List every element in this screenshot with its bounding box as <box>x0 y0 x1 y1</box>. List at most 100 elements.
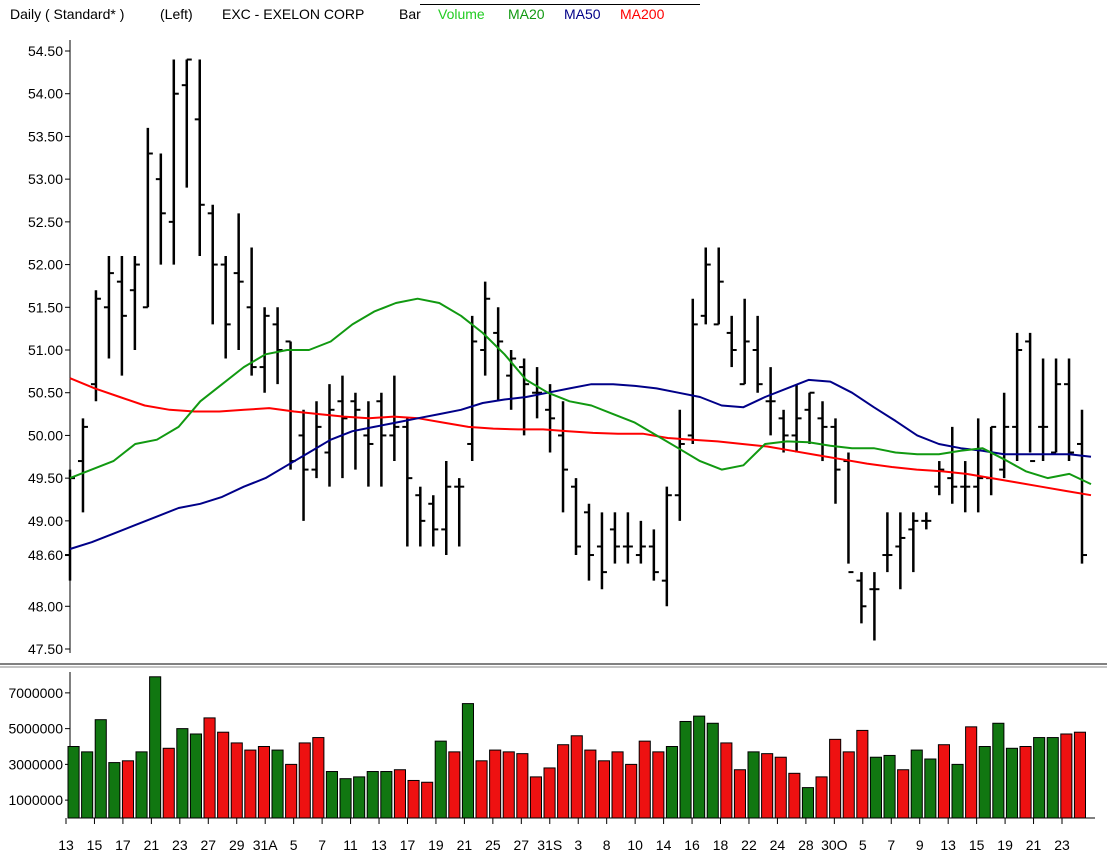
interval-label: Daily ( Standard* ) <box>10 6 125 22</box>
volume-bar <box>869 756 883 819</box>
date-tick-label: 13 <box>58 837 74 853</box>
volume-bars <box>67 676 1087 819</box>
ohlc-bar <box>324 384 335 487</box>
ohlc-bar <box>635 520 646 564</box>
volume-bar <box>149 676 162 819</box>
volume-bar <box>325 771 338 819</box>
volume-bar <box>557 744 570 819</box>
date-tick-label: 23 <box>1054 837 1070 853</box>
volume-bar <box>244 749 257 819</box>
volume-bar <box>489 749 502 819</box>
price-tick-label: 50.00 <box>28 427 63 443</box>
price-axis: 54.50 54.00 53.50 53.00 52.50 52.00 51.50 51.00… <box>28 40 71 657</box>
ohlc-bar <box>687 298 698 444</box>
volume-bar <box>693 715 706 819</box>
volume-bar <box>1046 737 1059 819</box>
ohlc-bar <box>869 572 880 641</box>
ohlc-bar <box>454 478 465 547</box>
volume-bar <box>217 731 230 819</box>
date-tick-label: 30O <box>821 837 848 853</box>
volume-bar <box>271 749 284 819</box>
volume-bar <box>815 776 828 819</box>
volume-bar <box>1073 731 1087 819</box>
ohlc-bar <box>155 153 166 265</box>
volume-bar <box>67 746 80 819</box>
ohlc-bar <box>817 401 828 462</box>
date-tick-label: 24 <box>770 837 786 853</box>
date-tick-label: 8 <box>603 837 611 853</box>
price-tick-label: 50.50 <box>28 385 63 401</box>
ohlc-bar <box>596 512 607 590</box>
volume-bar <box>706 722 719 819</box>
ohlc-bar <box>103 256 114 359</box>
volume-bar <box>81 751 94 819</box>
ohlc-bar <box>856 572 867 624</box>
volume-bar <box>230 742 243 819</box>
price-tick-label: 51.00 <box>28 342 63 358</box>
price-tick-label: 48.00 <box>28 598 63 614</box>
volume-bar <box>801 787 815 819</box>
volume-bar <box>978 746 991 819</box>
volume-bar <box>625 763 638 819</box>
volume-bar <box>774 756 787 819</box>
price-tick-label: 53.50 <box>28 128 63 144</box>
legend-ma20: MA20 <box>508 6 545 22</box>
date-tick-label: 3 <box>574 837 582 853</box>
ohlc-bar <box>648 529 659 581</box>
ohlc-bar <box>1012 332 1023 462</box>
volume-bar <box>502 751 515 819</box>
volume-bar <box>529 776 543 819</box>
ohlc-bar <box>1064 358 1075 462</box>
ohlc-bar <box>700 247 711 325</box>
date-tick-label: 19 <box>428 837 444 853</box>
legend-ma50: MA50 <box>564 6 601 22</box>
ohlc-bar <box>752 315 763 393</box>
date-tick-label: 5 <box>859 837 867 853</box>
price-tick-label: 47.50 <box>28 641 63 657</box>
volume-bar <box>733 769 747 819</box>
volume-tick-label: 1000000 <box>8 792 63 808</box>
ma200-line <box>69 377 1092 497</box>
ohlc-bar <box>674 409 685 521</box>
ohlc-bar <box>376 392 387 487</box>
volume-bar <box>257 746 270 819</box>
volume-bar <box>720 742 733 819</box>
price-tick-label: 54.50 <box>28 43 63 59</box>
volume-bar <box>665 746 679 819</box>
ohlc-bar <box>1038 358 1049 462</box>
volume-bar <box>421 781 434 819</box>
volume-bar <box>570 735 583 819</box>
volume-bar <box>393 769 406 819</box>
moving-average-lines <box>69 297 1092 550</box>
date-tick-label: 7 <box>887 837 895 853</box>
ohlc-bar <box>583 503 594 581</box>
ohlc-bar <box>571 478 581 556</box>
ohlc-bar <box>882 512 893 573</box>
volume-bar <box>883 754 896 819</box>
date-tick-label: 15 <box>87 837 103 853</box>
ohlc-bar <box>986 425 997 496</box>
price-tick-label: 49.00 <box>28 513 63 529</box>
ma50-line <box>69 378 1092 550</box>
volume-bar <box>679 720 692 819</box>
volume-bar <box>1019 746 1032 819</box>
date-tick-label: 31S <box>537 837 562 853</box>
ohlc-bar <box>726 315 737 368</box>
date-tick-label: 27 <box>514 837 530 853</box>
volume-bar <box>339 778 352 819</box>
ohlc-bar <box>661 486 672 607</box>
ohlc-bar <box>558 401 569 513</box>
ohlc-bar <box>506 350 517 410</box>
volume-bar <box>788 772 801 819</box>
axis-side-label: (Left) <box>160 6 193 22</box>
ohlc-bar <box>363 401 374 487</box>
date-tick-label: 14 <box>656 837 672 853</box>
volume-tick-label: 5000000 <box>8 721 63 737</box>
ohlc-bar <box>713 247 724 326</box>
legend-volume: Volume <box>438 6 485 22</box>
volume-bar <box>910 749 923 819</box>
volume-bar <box>312 737 325 819</box>
volume-bar <box>380 771 393 819</box>
ohlc-bar <box>895 512 906 590</box>
